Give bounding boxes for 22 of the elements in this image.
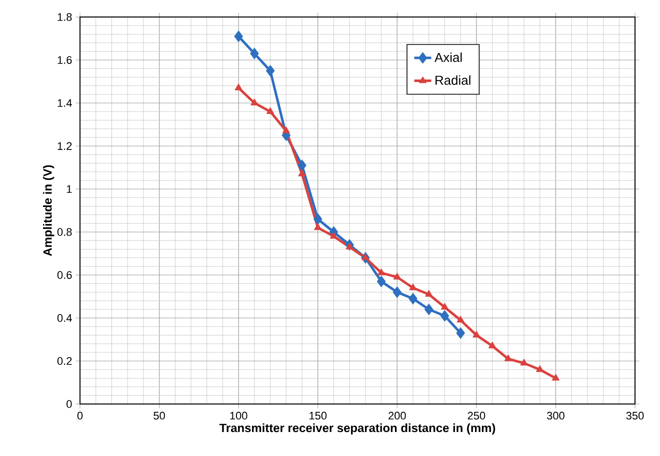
y-tick-label: 0.6	[57, 271, 72, 279]
x-tick-label: 0	[77, 412, 83, 420]
y-tick-label: 1.6	[58, 56, 72, 64]
y-axis-title: Amplitude in (V)	[43, 165, 54, 256]
x-axis-title: Transmitter receiver separation distance in (mm)	[219, 423, 496, 435]
x-tick-label: 50	[154, 412, 165, 420]
x-tick-label: 300	[547, 412, 564, 420]
y-tick-label: 0.2	[57, 357, 72, 365]
x-tick-label: 200	[388, 412, 406, 420]
y-tick-label: 1.4	[58, 99, 72, 107]
x-tick-label: 100	[230, 412, 248, 420]
x-tick-label: 350	[626, 412, 644, 420]
legend-label: Radial	[436, 75, 470, 85]
y-tick-label: 1	[66, 185, 72, 193]
x-tick-label: 250	[468, 412, 486, 420]
y-tick-label: 1.2	[58, 142, 72, 150]
legend-label: Axial	[434, 52, 462, 62]
y-tick-label: 0	[66, 400, 72, 408]
x-tick-label: 150	[310, 412, 327, 420]
y-tick-label: 1.8	[58, 13, 72, 21]
y-tick-label: 0.8	[57, 228, 72, 236]
y-tick-label: 0.4	[57, 314, 72, 322]
